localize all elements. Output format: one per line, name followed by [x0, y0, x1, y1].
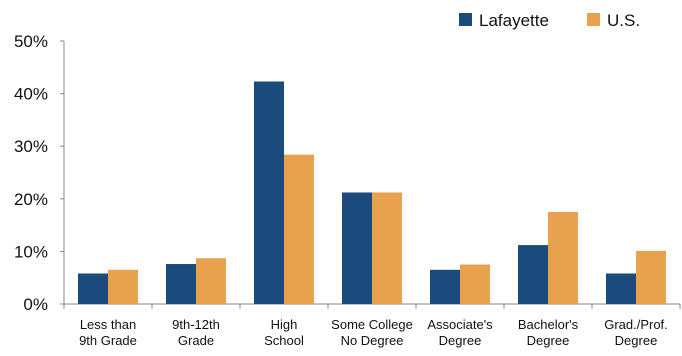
legend-swatch-u-s- [587, 13, 600, 26]
x-tick-label: No Degree [341, 333, 404, 348]
legend-label: Lafayette [479, 11, 549, 30]
bars [78, 81, 666, 304]
bar-u-s--6 [636, 250, 666, 304]
bar-lafayette-3 [342, 192, 372, 304]
x-tick-label: Grade [178, 333, 214, 348]
x-tick-label: Bachelor's [518, 317, 579, 332]
x-tick-label: Some College [331, 317, 413, 332]
bar-lafayette-1 [166, 264, 196, 304]
bar-lafayette-0 [78, 273, 108, 304]
x-tick-label: High [271, 317, 298, 332]
x-tick-label: 9th-12th [172, 317, 220, 332]
x-tick-label: Degree [615, 333, 658, 348]
x-tick-label: Associate's [427, 317, 493, 332]
x-tick-label: Grad./Prof. [604, 317, 668, 332]
bar-u-s--4 [460, 264, 490, 304]
y-tick-label: 30% [14, 137, 48, 156]
y-tick-label: 10% [14, 242, 48, 261]
legend-swatch-lafayette [459, 13, 472, 26]
bar-u-s--3 [372, 192, 402, 304]
x-tick-label: Less than [80, 317, 136, 332]
bar-lafayette-6 [606, 273, 636, 304]
y-tick-label: 20% [14, 190, 48, 209]
y-tick-label: 50% [14, 32, 48, 51]
bar-u-s--0 [108, 269, 138, 304]
bar-lafayette-4 [430, 269, 460, 304]
y-tick-label: 0% [23, 295, 48, 314]
bar-lafayette-5 [518, 245, 548, 304]
legend: Lafayette U.S. [459, 11, 640, 30]
bar-u-s--1 [196, 258, 226, 304]
y-tick-label: 40% [14, 85, 48, 104]
bar-u-s--5 [548, 211, 578, 304]
legend-label: U.S. [607, 11, 640, 30]
x-tick-label: Degree [527, 333, 570, 348]
x-tick-label: Degree [439, 333, 482, 348]
bar-u-s--2 [284, 154, 314, 304]
x-tick-label: 9th Grade [79, 333, 137, 348]
x-tick-label: School [264, 333, 304, 348]
bar-lafayette-2 [254, 81, 284, 304]
